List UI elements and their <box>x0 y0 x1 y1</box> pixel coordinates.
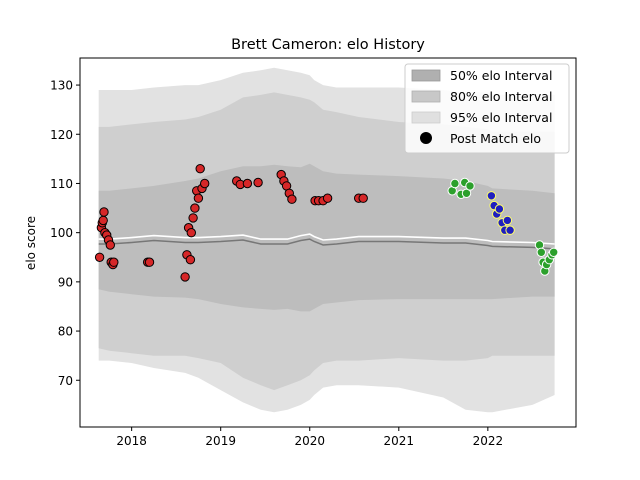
legend-marker-post-match <box>420 132 432 144</box>
x-tick-label-2019: 2019 <box>205 434 236 448</box>
point-series0-22 <box>193 193 204 203</box>
point-series0-18 <box>186 228 197 238</box>
point-series1-4 <box>461 188 472 199</box>
x-tick-label-2018: 2018 <box>116 434 147 448</box>
x-axis: 2018 2019 2020 2021 2022 <box>116 427 503 448</box>
legend-box <box>404 63 570 154</box>
point-series0-25 <box>200 178 210 189</box>
y-tick-label-120: 120 <box>50 128 73 142</box>
point-series0-3 <box>98 215 108 226</box>
legend-label-95: 95% elo Interval <box>450 110 552 125</box>
legend-swatch-95 <box>411 111 441 124</box>
point-series0-20 <box>190 203 200 213</box>
y-tick-label-130: 130 <box>50 79 73 93</box>
post-match-points <box>94 164 559 282</box>
y-axis: 70 80 90 100 110 120 130 <box>50 79 80 388</box>
y-tick-label-90: 90 <box>58 275 73 289</box>
point-series0-8 <box>105 240 116 250</box>
y-tick-label-110: 110 <box>50 177 73 191</box>
point-series1-1 <box>450 178 460 189</box>
point-series2-3 <box>494 204 505 214</box>
point-series0-17 <box>185 255 196 265</box>
median-line-white <box>98 233 555 245</box>
chart-title: Brett Cameron: elo History <box>231 37 425 53</box>
point-series0-28 <box>242 178 253 189</box>
median-line-grey <box>98 238 555 250</box>
median-lines <box>98 233 555 250</box>
point-series2-7 <box>505 225 515 235</box>
point-series0-40 <box>358 193 368 203</box>
point-series2-0 <box>486 191 497 201</box>
y-axis-label: elo score <box>24 216 38 270</box>
point-series0-11 <box>109 257 119 267</box>
y-tick-label-80: 80 <box>58 325 73 339</box>
legend-label-80: 80% elo Interval <box>450 89 552 104</box>
point-series0-23 <box>195 164 205 174</box>
y-tick-label-100: 100 <box>50 226 73 240</box>
point-series0-13 <box>144 257 155 267</box>
y-tick-label-70: 70 <box>58 374 73 388</box>
point-series1-13 <box>549 247 559 258</box>
legend-label-50: 50% elo Interval <box>450 68 552 83</box>
point-series1-5 <box>465 181 475 191</box>
band-50 <box>98 163 555 312</box>
x-tick-label-2022: 2022 <box>473 434 504 448</box>
point-series0-19 <box>188 213 198 223</box>
point-series0-4 <box>99 207 109 217</box>
x-tick-label-2020: 2020 <box>294 434 325 448</box>
plot-area <box>94 67 559 413</box>
point-series0-34 <box>287 194 297 204</box>
point-series0-38 <box>322 193 333 203</box>
point-series2-6 <box>502 215 513 226</box>
point-series1-7 <box>536 247 546 258</box>
legend-label-post-match: Post Match elo <box>450 131 541 146</box>
legend-swatch-50 <box>411 69 441 82</box>
axes-frame <box>79 57 577 428</box>
point-series0-0 <box>94 252 105 262</box>
point-series0-14 <box>180 272 190 282</box>
x-tick-label-2021: 2021 <box>384 434 415 448</box>
legend-swatch-80 <box>411 90 441 103</box>
point-series0-29 <box>253 177 263 188</box>
legend: 50% elo Interval 80% elo Interval 95% el… <box>404 63 570 154</box>
